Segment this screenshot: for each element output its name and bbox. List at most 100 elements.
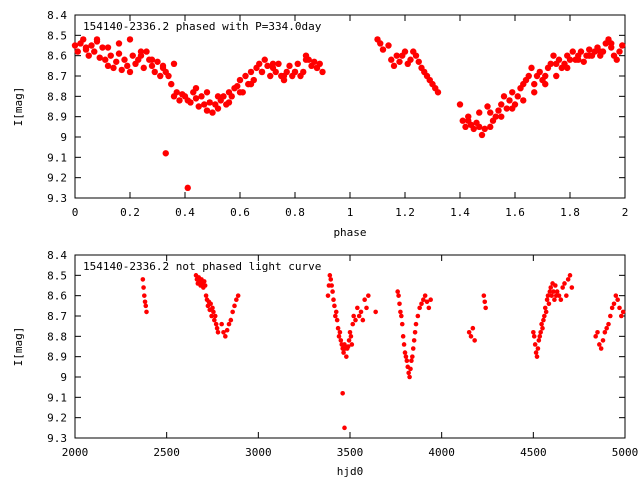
data-point xyxy=(542,305,548,311)
data-point xyxy=(401,48,409,55)
data-point xyxy=(567,273,573,278)
y-axis-label: I[mag] xyxy=(12,87,25,127)
data-point xyxy=(598,346,604,351)
data-point xyxy=(569,285,575,290)
data-point xyxy=(404,358,410,364)
data-point xyxy=(208,301,213,307)
data-point xyxy=(201,279,207,284)
data-point xyxy=(615,297,620,303)
data-point xyxy=(165,72,172,80)
x-axis-ticks: 0 0.2 0.4 0.6 0.8 1 1.2 1.4 1.6 1.8 2 xyxy=(72,15,628,219)
data-point xyxy=(129,52,136,59)
x-tick-label: 1.2 xyxy=(395,206,415,219)
data-point xyxy=(487,123,494,131)
data-point xyxy=(102,56,109,63)
data-point xyxy=(142,299,148,305)
data-point xyxy=(157,72,164,80)
data-point xyxy=(500,93,508,100)
data-point xyxy=(331,297,336,303)
x-tick-label: 4500 xyxy=(520,446,547,459)
x-tick-label: 5000 xyxy=(612,446,639,459)
data-point xyxy=(456,101,464,108)
data-point xyxy=(219,321,224,327)
data-point xyxy=(154,58,161,65)
y-axis-label: I[mag] xyxy=(12,327,25,367)
data-point xyxy=(546,301,552,307)
data-point xyxy=(619,42,626,49)
data-point xyxy=(212,317,217,323)
x-tick-label: 1.6 xyxy=(505,206,525,219)
data-point xyxy=(506,97,513,104)
data-point xyxy=(424,299,430,305)
data-point xyxy=(492,113,499,120)
data-point xyxy=(319,68,326,76)
data-point xyxy=(213,321,219,327)
data-point xyxy=(96,54,103,61)
data-point xyxy=(176,97,183,104)
data-point xyxy=(346,338,352,343)
data-point xyxy=(478,131,486,139)
data-point xyxy=(364,305,369,311)
data-point xyxy=(228,93,235,100)
data-point xyxy=(211,309,216,315)
data-point xyxy=(602,329,608,335)
x-tick-label: 0.2 xyxy=(120,206,140,219)
data-point xyxy=(234,82,241,90)
data-point xyxy=(291,68,299,76)
y-tick-label: 9.2 xyxy=(47,172,67,185)
data-point xyxy=(232,303,237,309)
data-point xyxy=(99,44,106,51)
data-point xyxy=(484,103,491,110)
data-point xyxy=(337,329,343,335)
data-point xyxy=(542,80,549,88)
data-point xyxy=(548,285,554,290)
data-point xyxy=(542,313,547,319)
plot-frame xyxy=(74,14,626,199)
data-point xyxy=(212,313,218,319)
data-point xyxy=(541,317,546,323)
data-point xyxy=(340,390,345,396)
data-point xyxy=(422,293,428,298)
data-point xyxy=(580,58,587,65)
data-point xyxy=(330,289,335,294)
data-point xyxy=(555,56,563,63)
x-tick-label: 2500 xyxy=(153,446,180,459)
data-point xyxy=(540,325,545,331)
data-point xyxy=(228,317,234,323)
data-point xyxy=(379,46,387,53)
data-point xyxy=(434,89,442,96)
data-point xyxy=(236,89,244,96)
x-tick-label: 4000 xyxy=(428,446,455,459)
data-point xyxy=(362,297,367,303)
data-point xyxy=(356,313,362,319)
data-point xyxy=(562,281,567,286)
data-point xyxy=(214,105,222,112)
data-point xyxy=(577,48,585,55)
data-point xyxy=(399,321,405,327)
data-point xyxy=(547,289,553,294)
data-point xyxy=(459,117,466,124)
data-point xyxy=(553,72,560,80)
data-points xyxy=(140,273,626,431)
data-point xyxy=(329,283,334,288)
data-point xyxy=(118,66,125,74)
data-point xyxy=(80,36,87,43)
data-point xyxy=(170,60,178,67)
y-tick-label: 8.4 xyxy=(47,9,67,22)
data-point xyxy=(462,123,469,131)
y-tick-label: 9.3 xyxy=(47,432,67,445)
data-point xyxy=(536,338,542,343)
data-point xyxy=(514,93,521,100)
data-point xyxy=(300,68,307,76)
data-point xyxy=(535,346,541,351)
data-point xyxy=(482,299,488,305)
data-point xyxy=(203,89,211,96)
data-point xyxy=(247,68,255,76)
data-point xyxy=(258,68,266,76)
data-point xyxy=(537,334,543,339)
data-point xyxy=(360,317,366,323)
data-point xyxy=(586,46,593,53)
data-point xyxy=(415,58,422,65)
data-point xyxy=(209,313,214,319)
